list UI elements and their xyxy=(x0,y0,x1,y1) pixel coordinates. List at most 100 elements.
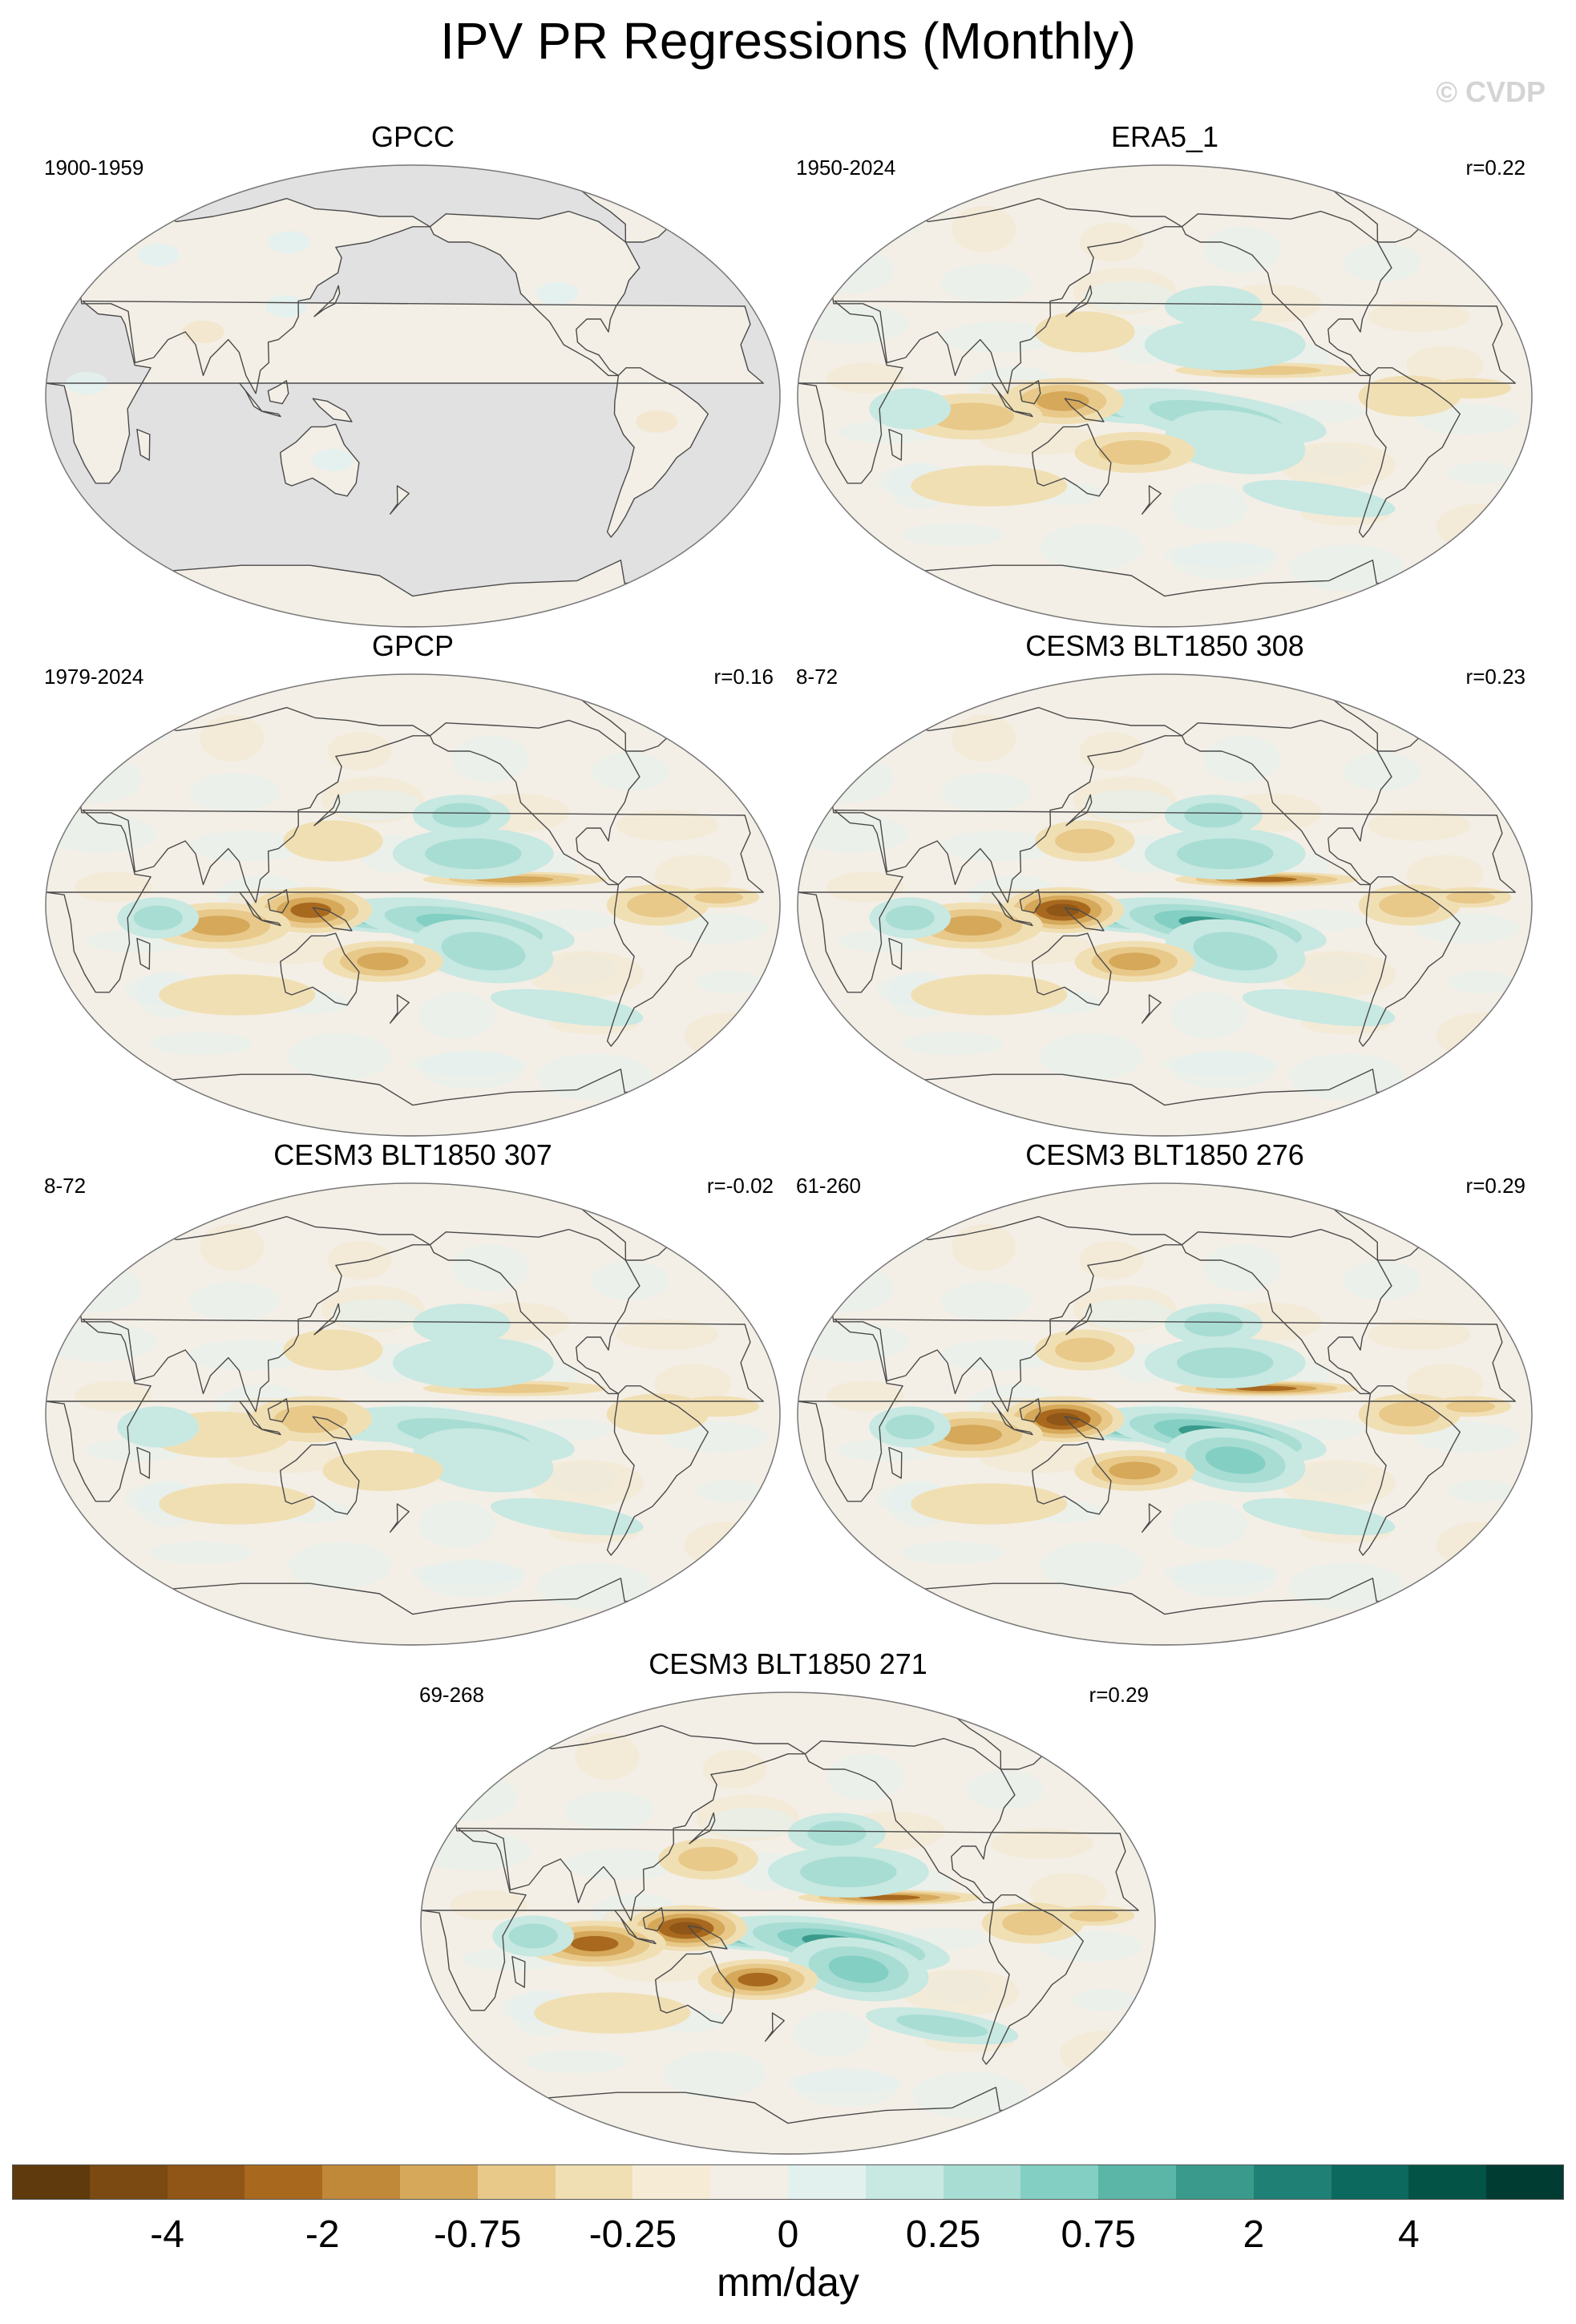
background-anomaly-patch xyxy=(75,1380,152,1412)
land-fill-new-zealand xyxy=(390,486,410,515)
background-anomaly-patch xyxy=(940,831,1057,862)
coastline-africa xyxy=(798,1318,1516,1502)
background-anomaly-patch xyxy=(1449,462,1513,484)
dry-anomaly-contour xyxy=(283,820,383,862)
panel-gpcp: GPCP 1979-2024 r=0.16 xyxy=(44,629,782,1142)
period-label: 1979-2024 xyxy=(44,665,144,689)
coastline-new-zealand xyxy=(1142,994,1162,1024)
coastline-north-america xyxy=(429,210,641,377)
panel-title: CESM3 BLT1850 271 xyxy=(649,1647,927,1680)
coastline-uk xyxy=(725,246,743,269)
colorbar-segment xyxy=(244,2164,323,2200)
coastline-new-guinea xyxy=(687,1925,728,1950)
colorbar-segment xyxy=(12,2164,91,2200)
wet-anomaly-contour xyxy=(1165,410,1306,475)
background-anomaly-patch xyxy=(706,1808,797,1839)
coastline-australia xyxy=(280,1441,360,1515)
background-anomaly-patch xyxy=(54,711,170,750)
wet-anomaly-contour xyxy=(1242,988,1396,1027)
coastline-indonesia-a xyxy=(991,382,1015,412)
wet-anomaly-contour xyxy=(413,1428,554,1493)
coastline-indonesia-a xyxy=(239,891,263,921)
background-anomaly-patch xyxy=(616,810,719,841)
coastline-madagascar xyxy=(888,1446,903,1479)
period-label: 69-268 xyxy=(419,1683,484,1707)
background-anomaly-patch xyxy=(804,756,895,803)
land-fill-north-america xyxy=(430,211,640,376)
background-anomaly-patch xyxy=(75,871,152,903)
coastline-borneo xyxy=(1019,889,1041,914)
period-label: 8-72 xyxy=(44,1174,87,1198)
background-anomaly-patch xyxy=(1406,855,1484,894)
period-label: 1900-1959 xyxy=(44,156,144,180)
background-anomaly-patch xyxy=(46,1323,157,1362)
background-anomaly-patch xyxy=(940,321,1057,353)
dry-anomaly-contour xyxy=(1037,391,1089,411)
dry-anomaly-contour xyxy=(1098,440,1171,465)
colorbar-tick-label: 0 xyxy=(777,2213,799,2256)
coastline-south-america xyxy=(1358,367,1461,538)
map-cesm3-271 xyxy=(420,1691,1156,2155)
background-anomaly-patch xyxy=(52,1265,143,1312)
dry-anomaly-contour xyxy=(677,1396,760,1417)
panel-title: GPCC xyxy=(370,120,455,153)
background-anomaly-patch xyxy=(941,264,1032,303)
background-anomaly-patch xyxy=(420,1558,523,1598)
wet-anomaly-contour xyxy=(1184,802,1243,828)
correlation-label: r=0.22 xyxy=(1465,156,1525,180)
coastline-north-america xyxy=(1181,1228,1392,1395)
dry-anomaly-contour xyxy=(1379,892,1441,918)
coastline-africa xyxy=(421,1827,1139,2011)
colorbar-tick-label: -0.25 xyxy=(588,2213,677,2256)
period-label: 8-72 xyxy=(796,665,839,689)
background-anomaly-patch xyxy=(1344,752,1421,791)
wet-anomaly-contour xyxy=(807,1821,867,1846)
wet-anomaly-contour xyxy=(133,905,183,931)
figure-title: IPV PR Regressions (Monthly) xyxy=(440,12,1136,70)
dry-anomaly-contour xyxy=(911,465,1068,507)
panel-title: ERA5_1 xyxy=(1110,120,1219,153)
land-fill-new-guinea xyxy=(313,398,352,422)
background-anomaly-patch xyxy=(189,773,280,812)
background-anomaly-patch xyxy=(1344,243,1421,282)
dry-anomaly-contour xyxy=(1379,1401,1441,1427)
background-anomaly-patch xyxy=(427,1774,518,1821)
wet-anomaly-contour xyxy=(869,388,952,430)
coastline-new-zealand xyxy=(765,2012,785,2042)
dry-anomaly-contour xyxy=(159,1483,316,1525)
wet-anomaly-contour xyxy=(392,1337,554,1388)
wet-anomaly-contour xyxy=(1165,285,1263,327)
background-anomaly-patch xyxy=(1368,1319,1471,1350)
colorbar-segment xyxy=(1098,2164,1177,2200)
map-gpcp xyxy=(45,673,781,1137)
wet-anomaly-contour xyxy=(490,1497,644,1536)
background-anomaly-patch xyxy=(1289,1562,1405,1610)
coastline-madagascar xyxy=(511,1955,526,1988)
wet-anomaly-contour xyxy=(413,1303,511,1345)
dry-anomaly-contour xyxy=(1235,876,1297,883)
wet-anomaly-contour xyxy=(896,2015,988,2037)
coastline-south-america xyxy=(606,876,709,1047)
cvdp-watermark: © CVDP xyxy=(1436,75,1546,108)
dry-anomaly-contour xyxy=(1429,378,1512,399)
dry-anomaly-contour xyxy=(911,974,1068,1016)
background-anomaly-patch xyxy=(527,1460,644,1507)
dry-anomaly-contour xyxy=(911,1483,1068,1525)
coastline-indonesia-b xyxy=(261,410,281,418)
coastline-new-zealand xyxy=(390,1503,410,1533)
background-anomaly-patch xyxy=(952,715,1016,762)
background-anomaly-patch xyxy=(1449,971,1513,993)
wet-anomaly-contour xyxy=(885,905,935,931)
coastline-indonesia-a xyxy=(239,382,263,412)
coastline-uk xyxy=(1101,1773,1118,1796)
background-anomaly-patch xyxy=(1040,523,1143,571)
background-anomaly-patch xyxy=(832,1582,897,1605)
coastline-uk xyxy=(1477,246,1495,269)
background-anomaly-patch xyxy=(1029,1873,1107,1912)
background-anomaly-patch xyxy=(798,1323,909,1362)
coastline-south-america xyxy=(981,1894,1084,2065)
background-anomaly-patch xyxy=(1289,1053,1405,1101)
coastline-madagascar xyxy=(136,428,151,461)
coastline-australia xyxy=(1032,932,1112,1006)
land-anomaly-patch xyxy=(636,410,678,433)
